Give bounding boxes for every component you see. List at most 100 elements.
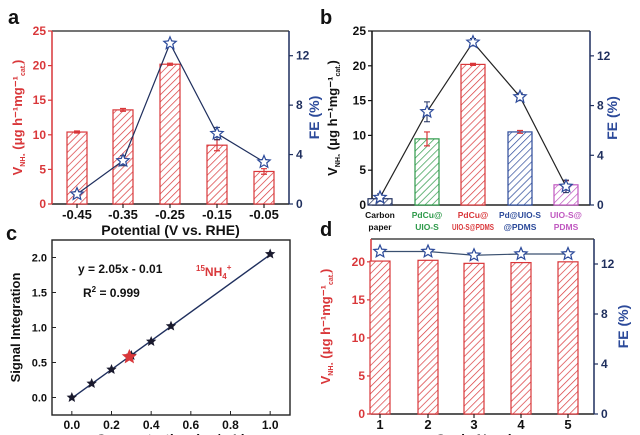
bar-error-bar	[167, 62, 173, 66]
y-tick-label: 10	[352, 331, 366, 345]
y2-axis-label: FE (%)	[604, 96, 620, 140]
x-tick-label: PdCu@	[458, 210, 488, 220]
y2-tick-label: 12	[296, 49, 310, 63]
y-tick-label: 10	[353, 128, 367, 142]
bar-error-bar	[424, 131, 430, 147]
y-axis-label-part: NH₃	[20, 153, 27, 166]
y-axis-label-part: NH₃	[335, 154, 342, 167]
y-axis-label-part: )	[325, 60, 340, 64]
y-axis-label: VNH₃ (μg h⁻¹mg⁻¹cat.)	[325, 60, 342, 176]
y-tick-label: 0.5	[32, 358, 47, 370]
fe-point-star	[560, 245, 576, 261]
bar-error-bar	[470, 62, 476, 67]
y-tick-label: 25	[353, 24, 367, 38]
bar-error-bar	[517, 129, 523, 134]
x-tick-label: Carbon	[365, 210, 395, 220]
isotope-mass: 15	[196, 264, 205, 273]
x-tick-label: PDMS	[554, 222, 579, 232]
x-tick-label: PdCu@	[412, 210, 442, 220]
panel-a: 0 5 10 15 20 25 0 4 8 12 -0.45 -0.35 -0.25 -0.15 -0.05…	[8, 7, 322, 238]
y2-axis-label: FE (%)	[306, 96, 322, 140]
fe-point-star	[513, 245, 529, 261]
x-tick-label: -0.15	[202, 207, 232, 222]
bar	[557, 261, 579, 415]
y-tick-label: 15	[33, 93, 47, 107]
bar-error-bar	[261, 168, 267, 175]
y2-tick-label: 0	[296, 197, 303, 211]
y-tick-label: 0	[358, 407, 365, 421]
y-axis-label: Signal Integration	[8, 273, 23, 383]
y-axis-label-part: NH₃	[328, 362, 335, 375]
x-tick-label: -0.25	[155, 207, 185, 222]
calibration-point-star	[264, 248, 276, 259]
x-tick-label: UIO-S	[415, 222, 439, 232]
y-axis-label-part: V	[325, 167, 340, 176]
y-tick-label: 5	[358, 369, 365, 383]
panel-label: c	[6, 223, 17, 245]
r-squared-label: R	[83, 286, 92, 300]
y-tick-label: 15	[353, 94, 367, 108]
r-squared-sup: 2	[92, 285, 97, 294]
panel-label: d	[320, 219, 332, 241]
sample-point-star	[121, 348, 137, 364]
y2-tick-label: 0	[597, 198, 604, 212]
x-tick-label: -0.45	[62, 207, 92, 222]
fe-point-star	[256, 153, 272, 169]
y-axis-label-part: )	[318, 269, 333, 273]
isotope-annotation: 15NH4+	[196, 263, 232, 281]
x-tick-label: 2	[424, 417, 431, 432]
y-tick-label: 5	[39, 162, 46, 176]
y-tick-label: 0	[359, 198, 366, 212]
y-axis-label-part: (μg h⁻¹mg⁻¹	[325, 77, 340, 154]
x-tick-label: @PDMS	[504, 222, 537, 232]
fe-point-star	[512, 88, 528, 104]
y2-tick-label: 4	[597, 148, 604, 162]
fe-point-star	[419, 103, 435, 119]
panel-label: b	[320, 7, 332, 29]
y2-tick-label: 8	[296, 98, 303, 112]
panel-b: 0 5 10 15 20 25 0 4 8 12 Carbon paper PdCu@ UIO-S PdCu…	[320, 7, 620, 232]
x-tick-label: 5	[564, 417, 571, 432]
fit-equation: y = 2.05x - 0.01	[78, 262, 163, 276]
fe-point-star	[372, 243, 388, 259]
calibration-point-star	[165, 320, 177, 331]
y-axis-label-part: (μg h⁻¹mg⁻¹	[318, 285, 333, 362]
r-squared: R2 = 0.999	[83, 285, 140, 300]
y2-tick-label: 12	[601, 257, 615, 271]
x-tick-label: 4	[517, 417, 525, 432]
y-axis-label: VNH₃ (μg h⁻¹mg⁻¹cat.)	[318, 269, 335, 385]
y-axis-label-part: V	[318, 375, 333, 384]
x-tick-label: 0.0	[63, 418, 80, 432]
y-axis-label-part: cat.	[328, 273, 335, 285]
y-tick-label: 10	[33, 128, 47, 142]
fe-point-star	[372, 189, 388, 205]
x-tick-label: Pd@UIO-S	[499, 210, 541, 220]
y-axis-label-part: )	[10, 60, 25, 64]
y-tick-label: 20	[33, 59, 47, 73]
y-tick-label: 1.5	[32, 288, 47, 300]
y-tick-label: 0	[39, 197, 46, 211]
r-squared-value: = 0.999	[96, 286, 140, 300]
x-tick-label: paper	[368, 222, 392, 232]
fe-point-star	[558, 178, 574, 193]
y-axis-label-part: cat.	[335, 64, 342, 76]
bar-error-bar	[120, 107, 126, 112]
panel-label: a	[8, 7, 20, 29]
fe-point-star	[115, 152, 131, 168]
x-tick-label: 1	[376, 417, 383, 432]
y-tick-label: 1.0	[32, 323, 47, 335]
bar	[463, 262, 485, 415]
bar	[159, 63, 181, 205]
x-tick-label: 0.2	[103, 418, 120, 432]
isotope-charge: +	[227, 263, 232, 272]
fe-point-star	[420, 243, 436, 259]
x-axis-label: Concentration (μg/mL)	[96, 431, 246, 435]
bar	[253, 170, 275, 205]
x-tick-label: 0.4	[143, 418, 160, 432]
y-tick-label: 20	[352, 255, 366, 269]
panel-c: 0.0 0.5 1.0 1.5 2.0 0.0 0.2 0.4 0.6 0.8 1.0 y = 2.0…	[6, 223, 291, 435]
y2-tick-label: 4	[296, 148, 303, 162]
y-tick-label: 5	[359, 163, 366, 177]
